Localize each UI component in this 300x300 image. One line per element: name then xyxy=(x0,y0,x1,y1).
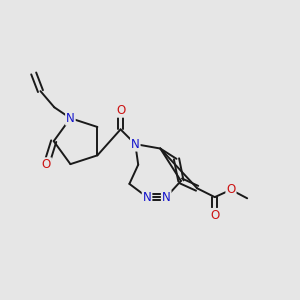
Text: N: N xyxy=(66,112,75,125)
Text: O: O xyxy=(210,209,219,222)
Text: O: O xyxy=(226,183,236,196)
Text: N: N xyxy=(143,190,152,204)
Text: N: N xyxy=(162,190,171,204)
Text: N: N xyxy=(131,138,140,151)
Text: O: O xyxy=(42,158,51,171)
Text: O: O xyxy=(116,104,125,117)
